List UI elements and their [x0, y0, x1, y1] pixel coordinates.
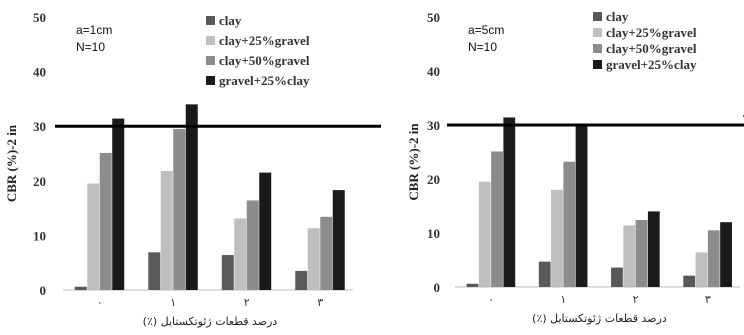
legend-swatch	[206, 56, 215, 65]
y-tick-label: 50	[427, 10, 440, 25]
legend-entry: clay	[606, 9, 629, 24]
reference-line-label: CBRmin=۳۰، لایه زیراساس،	[742, 107, 744, 120]
y-tick-label: 10	[427, 226, 440, 241]
bar-clay+50%gravel-1	[173, 128, 186, 290]
y-tick-label: 40	[427, 64, 440, 79]
y-tick-label: 30	[33, 119, 46, 134]
bar-clay+50%gravel-2	[246, 200, 259, 290]
legend-swatch	[206, 16, 215, 25]
legend-entry: clay+25%gravel	[606, 25, 697, 40]
y-tick-label: 10	[33, 228, 46, 243]
x-tick-label: ۲	[633, 293, 639, 306]
legend-swatch	[206, 76, 215, 85]
legend-swatch	[593, 12, 602, 21]
x-tick-label: ۱	[170, 296, 176, 309]
bar-clay-1	[148, 252, 161, 290]
bar-gravel+25%clay-3	[720, 222, 732, 287]
parameter-annotation: a=5cm	[468, 23, 504, 37]
legend-entry: clay+50%gravel	[606, 41, 697, 56]
x-tick-label: ۰	[488, 293, 494, 306]
bar-gravel+25%clay-0	[503, 117, 516, 287]
parameter-annotation: N=10	[468, 40, 497, 54]
bar-clay+25%gravel-1	[160, 170, 173, 290]
bar-clay-2	[611, 267, 623, 287]
bar-clay+25%gravel-0	[87, 183, 100, 290]
legend-entry: clay+25%gravel	[219, 33, 310, 48]
legend-entry: clay+50%gravel	[219, 53, 310, 68]
y-tick-label: 20	[33, 174, 46, 189]
y-tick-label: 40	[33, 65, 46, 80]
parameter-annotation: N=10	[76, 40, 105, 54]
legend-entry: clay	[219, 13, 242, 28]
x-tick-label: ۱	[560, 293, 566, 306]
y-tick-label: 0	[434, 280, 441, 295]
bar-gravel+25%clay-2	[259, 172, 272, 290]
bar-clay+25%gravel-3	[695, 252, 708, 287]
x-axis-label: درصد قطعات ژئوتکستایل (٪)	[143, 315, 278, 328]
parameter-annotation: a=1cm	[76, 23, 112, 37]
bar-clay+50%gravel-2	[635, 220, 648, 287]
chart-panel-2: 0 10 20 30 40 50 CBR (%)-2 in ۰ ۱ ۲ ۳ درصد قطعات ژئ…	[406, 9, 744, 325]
bar-clay-2	[221, 255, 234, 290]
bar-clay+50%gravel-0	[99, 152, 112, 290]
y-tick-label: 0	[40, 283, 47, 298]
bar-gravel+25%clay-2	[647, 211, 660, 287]
bar-clay-3	[683, 275, 696, 287]
bar-clay+25%gravel-2	[623, 225, 636, 287]
bar-clay+25%gravel-0	[478, 181, 491, 287]
bar-gravel+25%clay-1	[185, 104, 198, 290]
x-axis-label: درصد قطعات ژئوتکستایل (٪)	[532, 312, 667, 325]
y-tick-label: 50	[33, 10, 46, 25]
x-tick-label: ۲	[244, 296, 250, 309]
legend-entry: gravel+25%clay	[606, 57, 697, 72]
legend-entry: gravel+25%clay	[219, 73, 310, 88]
bar-clay-3	[295, 270, 308, 290]
legend-swatch	[593, 44, 602, 53]
legend-swatch	[206, 36, 215, 45]
y-tick-label: 20	[427, 172, 440, 187]
chart-panel-1: 0 10 20 30 40 50 CBR (%)-2 in ۰ ۱ ۲ ۳ درصد قطعات ژئ…	[4, 10, 381, 328]
bar-clay-0	[466, 283, 479, 287]
bar-clay+50%gravel-0	[491, 151, 503, 287]
bar-clay-0	[74, 286, 87, 290]
bar-clay-1	[538, 261, 551, 287]
bar-gravel+25%clay-1	[575, 125, 588, 287]
x-tick-label: ۳	[317, 296, 323, 309]
x-tick-label: ۰	[97, 296, 103, 309]
y-axis-label: CBR (%)-2 in	[4, 124, 19, 202]
y-axis-label: CBR (%)-2 in	[406, 123, 421, 201]
legend-swatch	[593, 60, 602, 69]
bar-clay+50%gravel-1	[563, 161, 576, 287]
x-tick-label: ۳	[705, 293, 711, 306]
bar-clay+50%gravel-3	[707, 230, 720, 287]
y-tick-label: 30	[427, 118, 440, 133]
bar-clay+25%gravel-3	[307, 228, 320, 290]
bar-clay+25%gravel-1	[551, 189, 563, 287]
bar-clay+50%gravel-3	[320, 216, 333, 290]
bar-clay+25%gravel-2	[234, 218, 247, 290]
legend-swatch	[593, 28, 602, 37]
bar-gravel+25%clay-0	[112, 118, 125, 290]
bar-gravel+25%clay-3	[332, 190, 345, 290]
